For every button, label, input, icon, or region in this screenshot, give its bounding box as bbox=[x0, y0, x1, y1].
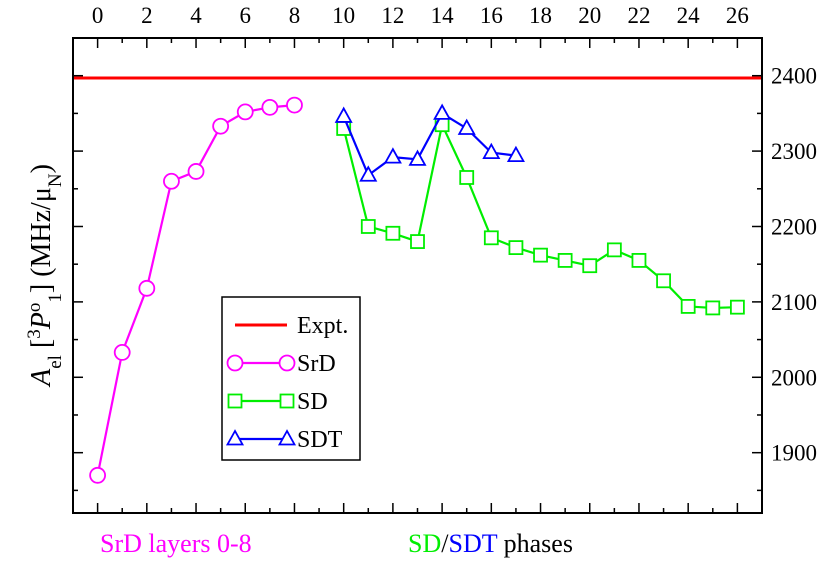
data-point-sd bbox=[483, 230, 499, 246]
caption-sdt: SDT bbox=[448, 529, 497, 558]
x-tick-label: 0 bbox=[92, 3, 104, 28]
x-tick-label: 14 bbox=[431, 3, 455, 28]
ylabel-main: A bbox=[26, 368, 57, 388]
legend-marker-start bbox=[227, 393, 243, 409]
data-point-srd bbox=[212, 117, 230, 135]
legend-label: SD bbox=[297, 389, 328, 415]
ylabel-sup-left: 3 bbox=[24, 329, 45, 339]
data-point-srd bbox=[261, 98, 279, 116]
legend-item-srd: SrD bbox=[226, 351, 336, 377]
legend-marker-start bbox=[226, 354, 244, 372]
data-point-sdt bbox=[383, 147, 402, 164]
data-point-sd bbox=[533, 247, 548, 263]
svg-text:Ael [3Po1] (MHz/μN): Ael [3Po1] (MHz/μN) bbox=[24, 164, 66, 388]
data-point-sd bbox=[385, 225, 401, 241]
caption-rest: phases bbox=[497, 529, 573, 558]
data-point-sd bbox=[656, 273, 671, 289]
legend-marker-end bbox=[277, 429, 297, 446]
y-tick-label: 1900 bbox=[771, 441, 817, 466]
x-tick-label: 26 bbox=[726, 3, 749, 28]
data-point-sd bbox=[705, 300, 721, 316]
series-srd bbox=[89, 96, 303, 484]
data-point-sd bbox=[360, 219, 376, 234]
data-point-srd bbox=[187, 163, 205, 180]
x-tick-label: 22 bbox=[627, 3, 650, 28]
legend-item-expt: Expt. bbox=[235, 313, 348, 339]
y-tick-label: 2100 bbox=[771, 290, 817, 315]
ylabel-term: P bbox=[26, 312, 57, 330]
legend-label: SrD bbox=[297, 351, 336, 377]
data-point-sd bbox=[729, 299, 745, 315]
legend-label: Expt. bbox=[297, 313, 348, 339]
ylabel-sub-el: el bbox=[45, 355, 66, 369]
ylabel-sub-1: 1 bbox=[45, 293, 66, 303]
series-sd bbox=[336, 117, 745, 316]
series-line-sd bbox=[342, 121, 738, 310]
y-tick-label: 2200 bbox=[771, 214, 817, 239]
legend-marker-end bbox=[278, 354, 296, 372]
x-tick-label: 20 bbox=[578, 3, 601, 28]
x-tick-label: 2 bbox=[141, 3, 153, 28]
ylabel-sup-o: o bbox=[24, 303, 45, 313]
y-tick-label: 2000 bbox=[771, 365, 817, 390]
ylabel-units-sub: N bbox=[45, 173, 66, 187]
data-point-srd bbox=[236, 103, 254, 121]
data-point-sd bbox=[459, 170, 475, 185]
ylabel-close-bracket: ] bbox=[26, 284, 57, 293]
series-sdt bbox=[334, 103, 525, 182]
data-point-sd bbox=[680, 299, 696, 314]
data-point-sd bbox=[606, 242, 622, 258]
data-point-sd bbox=[410, 234, 425, 249]
y-tick-label: 2400 bbox=[771, 64, 817, 89]
legend: Expt. SrD SD SDT bbox=[221, 296, 361, 461]
data-point-sdt bbox=[359, 165, 378, 182]
x-tick-label: 16 bbox=[480, 3, 503, 28]
x-tick-label: 6 bbox=[240, 3, 252, 28]
caption-phases: SD/SDT phases bbox=[408, 529, 573, 558]
caption-slash: / bbox=[441, 529, 449, 558]
y-tick-label: 2300 bbox=[771, 139, 817, 164]
caption-srd-layers: SrD layers 0-8 bbox=[100, 529, 252, 558]
x-tick-label: 4 bbox=[190, 3, 202, 28]
data-point-sd bbox=[508, 240, 524, 256]
data-point-sd bbox=[631, 253, 647, 268]
data-point-sd bbox=[582, 258, 598, 274]
y-axis-label: Ael [3Po1] (MHz/μN) bbox=[24, 164, 66, 388]
x-tick-label: 8 bbox=[289, 3, 301, 28]
legend-marker-start bbox=[225, 429, 245, 446]
data-point-sd bbox=[557, 253, 573, 268]
legend-label: SDT bbox=[297, 427, 343, 453]
data-point-sdt bbox=[457, 118, 476, 135]
x-tick-label: 24 bbox=[677, 3, 701, 28]
x-tick-label: 10 bbox=[332, 3, 355, 28]
data-point-srd bbox=[138, 279, 156, 297]
data-point-sdt bbox=[433, 103, 452, 120]
data-point-srd bbox=[89, 466, 107, 484]
ylabel-units: (MHz/μ bbox=[26, 187, 57, 284]
series-line-sdt bbox=[342, 111, 517, 177]
data-point-srd bbox=[286, 96, 303, 114]
data-point-sdt bbox=[482, 142, 501, 160]
caption-sd: SD bbox=[408, 529, 441, 558]
data-point-sdt bbox=[334, 106, 353, 123]
legend-item-sd: SD bbox=[227, 389, 328, 415]
data-point-sdt bbox=[506, 145, 525, 163]
x-tick-label: 18 bbox=[529, 3, 552, 28]
ylabel-open-bracket: [ bbox=[26, 339, 57, 355]
legend-item-sdt: SDT bbox=[225, 427, 343, 453]
data-point-sdt bbox=[408, 149, 427, 166]
data-point-srd bbox=[113, 344, 131, 361]
ylabel-units-close: ) bbox=[26, 164, 57, 173]
x-tick-label: 12 bbox=[381, 3, 404, 28]
legend-marker-end bbox=[279, 393, 295, 409]
data-point-srd bbox=[163, 172, 180, 190]
